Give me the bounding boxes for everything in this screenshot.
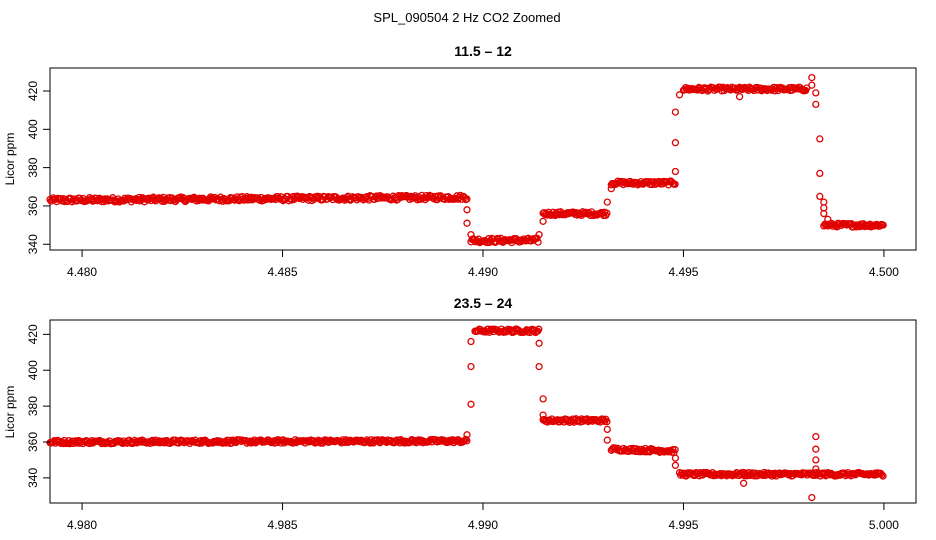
- x-tick-label: 4.985: [268, 518, 298, 532]
- data-point: [463, 206, 471, 214]
- data-point: [878, 471, 886, 479]
- x-tick-label: 4.495: [668, 265, 698, 279]
- data-points: [46, 73, 887, 247]
- data-point: [467, 362, 475, 371]
- data-point: [820, 209, 828, 218]
- y-tick-label: 400: [26, 360, 40, 380]
- y-tick-label: 420: [26, 324, 40, 344]
- data-point: [607, 185, 615, 193]
- x-tick-label: 4.500: [869, 265, 899, 279]
- data-point: [603, 425, 611, 434]
- data-point: [535, 362, 543, 371]
- data-point: [671, 108, 680, 116]
- data-point: [739, 468, 748, 477]
- data-point: [671, 446, 679, 454]
- y-tick-label: 340: [26, 234, 40, 254]
- x-tick-label: 4.490: [468, 265, 498, 279]
- data-point: [812, 456, 820, 464]
- data-point: [463, 219, 471, 227]
- data-point: [533, 234, 541, 242]
- x-axis: 4.980 4.985 4.990 4.995 5.000: [67, 503, 899, 532]
- y-tick-label: 400: [26, 119, 40, 139]
- x-axis: 4.480 4.485 4.490 4.495 4.500: [67, 250, 899, 279]
- x-tick-label: 4.990: [468, 518, 498, 532]
- data-point: [671, 180, 679, 188]
- x-tick-label: 4.480: [67, 265, 97, 279]
- data-point: [824, 215, 832, 223]
- data-point: [735, 93, 744, 101]
- panel-title: 23.5 – 24: [454, 295, 513, 311]
- main-title: SPL_090504 2 Hz CO2 Zoomed: [373, 10, 560, 25]
- y-tick-label: 420: [26, 81, 40, 101]
- data-points: [46, 325, 887, 502]
- plot-frame: [49, 67, 917, 251]
- data-point: [603, 198, 611, 206]
- data-point: [808, 73, 816, 82]
- data-point: [812, 445, 820, 453]
- data-point: [603, 209, 611, 217]
- data-point: [816, 192, 824, 201]
- data-point: [467, 400, 475, 408]
- data-point: [879, 472, 887, 480]
- y-tick-label: 360: [26, 432, 40, 452]
- data-point: [812, 432, 820, 441]
- data-point: [879, 221, 887, 229]
- data-point: [812, 465, 820, 473]
- panel-title: 11.5 – 12: [454, 43, 512, 59]
- y-axis: 340 360 380 400 420: [26, 324, 50, 488]
- y-tick-label: 340: [26, 468, 40, 488]
- data-point: [816, 135, 824, 143]
- data-point: [158, 197, 166, 205]
- data-point: [463, 431, 471, 439]
- chart-panel-bottom: 23.5 – 24 Licor ppm 4.980 4.985 4.990 4.995…: [3, 295, 917, 532]
- x-tick-label: 4.980: [67, 518, 97, 532]
- data-point: [675, 91, 684, 99]
- data-point: [206, 193, 215, 201]
- data-point: [535, 339, 543, 347]
- y-tick-label: 360: [26, 196, 40, 216]
- y-axis-label: Licor ppm: [3, 386, 17, 439]
- data-point: [820, 198, 828, 206]
- data-point: [539, 217, 547, 225]
- y-tick-label: 380: [26, 157, 40, 177]
- data-point: [539, 411, 547, 419]
- data-point: [812, 89, 820, 97]
- data-point: [467, 231, 475, 239]
- data-point: [812, 100, 820, 109]
- data-point: [603, 436, 611, 444]
- data-point: [539, 395, 547, 403]
- y-axis-label: Licor ppm: [3, 133, 17, 186]
- data-point: [535, 231, 543, 239]
- data-point: [671, 454, 680, 462]
- data-point: [135, 193, 143, 202]
- y-axis: 340 360 380 400 420: [26, 81, 50, 254]
- chart-panel-top: 11.5 – 12 Licor ppm 4.480 4.485 4.490 4.495…: [3, 43, 917, 279]
- data-point: [671, 461, 680, 469]
- data-point: [808, 493, 816, 502]
- data-point: [463, 195, 471, 203]
- data-point: [671, 139, 680, 147]
- x-tick-label: 4.485: [268, 265, 298, 279]
- data-point: [535, 325, 543, 333]
- data-point: [671, 167, 680, 176]
- y-tick-label: 380: [26, 396, 40, 416]
- data-point: [816, 169, 824, 178]
- data-point: [603, 418, 611, 426]
- data-point: [534, 238, 542, 246]
- data-point: [808, 81, 816, 89]
- data-point: [739, 479, 748, 487]
- x-tick-label: 5.000: [869, 518, 899, 532]
- data-point: [462, 435, 470, 444]
- data-point: [467, 337, 475, 346]
- x-tick-label: 4.995: [668, 518, 698, 532]
